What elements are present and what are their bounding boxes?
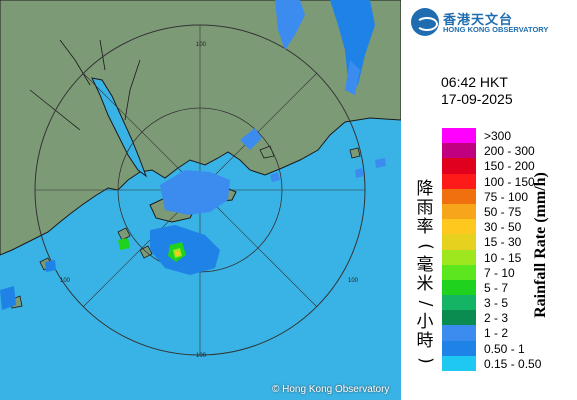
legend-label: >300 xyxy=(484,129,512,143)
legend-row: 1 - 2 xyxy=(442,325,508,341)
logo-chinese: 香港天文台 xyxy=(443,13,514,28)
legend-swatch xyxy=(442,264,476,280)
legend-row: 200 - 300 xyxy=(442,143,535,159)
legend-label: 1 - 2 xyxy=(484,326,509,341)
legend-row: 10 - 15 xyxy=(442,249,521,265)
legend-swatch xyxy=(442,173,476,189)
logo-english: HONG KONG OBSERVATORY xyxy=(443,25,549,34)
legend-label: 100 - 150 xyxy=(484,174,535,189)
legend-label: 200 - 300 xyxy=(484,144,535,159)
legend-swatch xyxy=(442,295,476,311)
legend-title-english: Rainfall Rate (mm/h) xyxy=(532,172,549,318)
echo-north xyxy=(275,0,305,50)
legend-title-chinese: 降雨率(毫米 / 小時) xyxy=(415,179,436,364)
legend-label: 7 - 10 xyxy=(484,265,515,280)
legend-swatch xyxy=(442,310,476,326)
legend-swatch xyxy=(442,219,476,235)
legend-swatch xyxy=(442,249,476,265)
legend-label: 15 - 30 xyxy=(484,235,522,250)
legend-label: 50 - 75 xyxy=(484,204,522,219)
copyright-frame: © Hong Kong Observatory xyxy=(272,384,390,395)
legend-label: 3 - 5 xyxy=(484,296,509,311)
echo-north-east xyxy=(330,0,375,85)
legend-panel: 香港天文台 HONG KONG OBSERVATORY 06:42 HKT 17… xyxy=(401,0,577,400)
legend-row: 0.15 - 0.50 xyxy=(442,355,541,371)
legend-label: 0.15 - 0.50 xyxy=(484,356,542,371)
echo-centre xyxy=(160,170,230,215)
range-label-n: 100 xyxy=(196,42,207,48)
legend-row: 50 - 75 xyxy=(442,203,521,220)
river-channel xyxy=(29,39,141,131)
legend-swatch xyxy=(442,234,476,250)
legend-row: 100 - 150 xyxy=(442,173,535,189)
pearl-river-estuary xyxy=(91,77,148,178)
legend-swatch xyxy=(442,203,476,220)
range-label-e: 100 xyxy=(348,278,359,284)
echo-north-east-2 xyxy=(345,60,360,95)
rainfall-legend: >300 200 - 300 150 - 200 100 - 150 75 - 100 5… xyxy=(442,128,541,371)
echo-east-spots xyxy=(240,128,386,182)
echo-core-heavy xyxy=(175,251,180,256)
echo-south xyxy=(150,225,220,275)
legend-label: 5 - 7 xyxy=(484,280,509,295)
legend-swatch xyxy=(442,188,476,204)
legend-swatch xyxy=(442,355,476,371)
legend-row: 2 - 3 xyxy=(442,310,508,326)
legend-label: 0.50 - 1 xyxy=(484,341,525,356)
hko-logo-icon xyxy=(411,8,439,36)
legend-label: 30 - 50 xyxy=(484,220,522,235)
legend-label: 75 - 100 xyxy=(484,189,529,204)
legend-row: 30 - 50 xyxy=(442,219,521,235)
legend-swatch xyxy=(442,158,476,174)
legend-row: 150 - 200 xyxy=(442,158,535,174)
range-label-s: 100 xyxy=(196,353,207,359)
legend-row: 15 - 30 xyxy=(442,234,521,250)
echo-west xyxy=(118,238,130,250)
legend-swatch xyxy=(442,340,476,356)
legend-row: 75 - 100 xyxy=(442,188,528,204)
legend-label: 2 - 3 xyxy=(484,311,509,326)
legend-swatch xyxy=(442,128,476,144)
legend-row: 7 - 10 xyxy=(442,264,515,280)
hko-logo[interactable]: 香港天文台 HONG KONG OBSERVATORY xyxy=(411,8,571,38)
radar-map[interactable]: 100 100 100 100 © Hong Kong Observatory xyxy=(0,0,401,400)
legend-swatch xyxy=(442,325,476,341)
legend-label: 150 - 200 xyxy=(484,159,535,174)
legend-row: >300 xyxy=(442,128,511,144)
legend-row: 0.50 - 1 xyxy=(442,340,525,356)
rain-echoes xyxy=(0,0,386,310)
observation-date: 17-09-2025 xyxy=(441,91,513,107)
observation-time: 06:42 HKT xyxy=(441,74,508,90)
legend-label: 10 - 15 xyxy=(484,250,522,265)
echo-west-spots xyxy=(0,260,56,310)
legend-swatch xyxy=(442,279,476,296)
legend-swatch xyxy=(442,143,476,159)
legend-row: 5 - 7 xyxy=(442,279,508,296)
legend-row: 3 - 5 xyxy=(442,295,508,311)
range-label-w: 100 xyxy=(60,278,71,284)
copyright-text: © Hong Kong Observatory xyxy=(272,384,390,395)
